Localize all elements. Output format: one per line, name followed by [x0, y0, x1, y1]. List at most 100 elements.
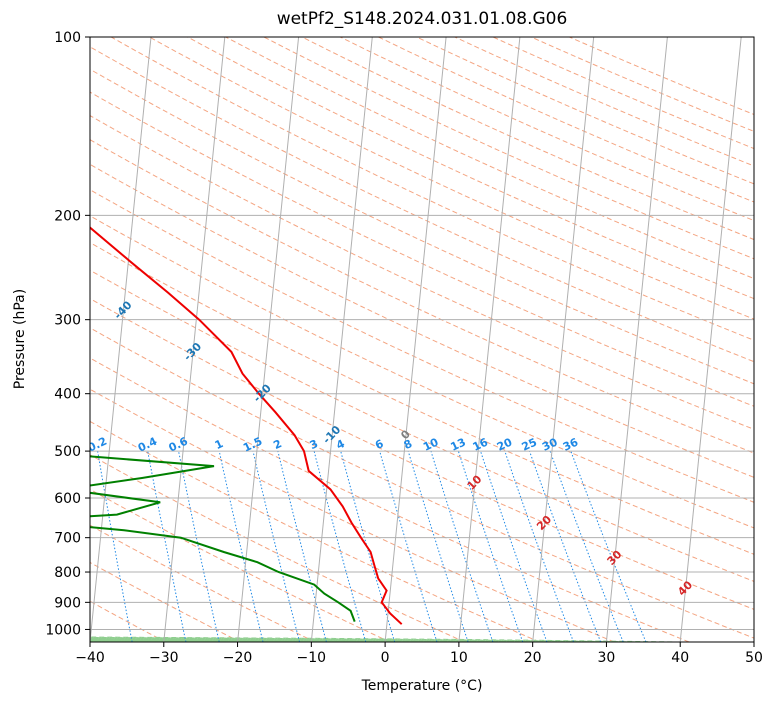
- dry-adiabat-line: [492, 37, 754, 150]
- y-tick-label: 800: [54, 565, 81, 581]
- isotherm-gridline: [679, 37, 742, 642]
- mixing-ratio-label: 1: [213, 437, 225, 452]
- mixing-ratio-line: [504, 450, 574, 642]
- mixing-ratio-line: [480, 450, 548, 642]
- mixing-ratio-line: [529, 450, 602, 642]
- y-tick-label: 200: [54, 208, 81, 224]
- dry-adiabat-line: [90, 91, 754, 407]
- y-tick-label: 400: [54, 387, 81, 403]
- mixing-ratio-line: [457, 450, 524, 642]
- mixing-ratio-label: 36: [561, 435, 581, 453]
- mixing-ratio-line: [218, 450, 264, 642]
- dry-adiabat-line: [90, 327, 754, 639]
- x-tick-label: 40: [671, 650, 689, 666]
- mixing-ratio-label: 13: [449, 436, 468, 454]
- dry-adiabat-line: [187, 37, 754, 300]
- mixing-ratio-line: [430, 450, 494, 642]
- y-tick-label: 1000: [45, 622, 81, 638]
- dry-adiabat-line: [378, 37, 754, 203]
- dry-adiabat-line: [90, 488, 391, 642]
- mixing-ratio-label: 0.6: [167, 434, 190, 454]
- dry-adiabat-line: [90, 68, 754, 385]
- dry-adiabat-line: [340, 37, 754, 222]
- isotherm-label: -20: [251, 381, 274, 405]
- x-tick-label: 30: [598, 650, 616, 666]
- chart-title: wetPf2_S148.2024.031.01.08.G06: [276, 9, 568, 29]
- isotherm-gridline: [384, 37, 447, 642]
- isotherm-label: -40: [111, 298, 134, 322]
- isotherm-label: 10: [465, 472, 485, 492]
- mixing-ratio-label: 30: [540, 435, 560, 453]
- x-tick-label: −20: [223, 650, 253, 666]
- dry-adiabat-line: [90, 357, 690, 642]
- mixing-ratio-line: [379, 450, 438, 642]
- dry-adiabat-line: [225, 37, 754, 280]
- dry-adiabat-line: [90, 561, 241, 642]
- mixing-ratio-line: [549, 450, 624, 642]
- x-tick-label: −40: [75, 650, 105, 666]
- isotherm-gridline: [90, 37, 152, 642]
- y-tick-label: 100: [54, 30, 81, 46]
- dry-adiabat-line: [90, 115, 754, 430]
- x-tick-label: 10: [450, 650, 468, 666]
- y-axis-title: Pressure (hPa): [12, 288, 28, 390]
- mixing-ratio-label: 6: [373, 437, 386, 452]
- dry-adiabat-line: [90, 242, 754, 555]
- plot-frame: [89, 36, 755, 643]
- mixing-ratio-label: 8: [402, 437, 414, 452]
- dry-adiabat-line: [90, 420, 540, 642]
- isotherm-label: 40: [675, 578, 695, 598]
- mixing-ratio-line: [147, 451, 187, 642]
- mixing-ratio-label: 0.4: [136, 434, 159, 454]
- isotherm-label: 20: [534, 513, 554, 533]
- dry-adiabat-line: [90, 46, 754, 363]
- x-tick-label: 50: [745, 650, 763, 666]
- mixing-ratio-label: 16: [471, 435, 491, 453]
- x-axis-title: Temperature (°C): [361, 678, 483, 694]
- mixing-ratio-line: [178, 450, 220, 642]
- dry-adiabat-line: [90, 139, 754, 454]
- dry-adiabat-line: [416, 37, 754, 185]
- isotherm-label: -30: [181, 340, 204, 364]
- mixing-ratio-label: 20: [495, 435, 515, 453]
- isotherm-gridline: [532, 37, 595, 642]
- isotherm-gridline: [163, 37, 226, 642]
- mixing-ratio-label: 2: [271, 437, 283, 452]
- mixing-ratio-line: [407, 450, 469, 642]
- isotherm-gridline: [310, 37, 373, 642]
- mixing-ratio-label: 10: [421, 435, 441, 453]
- isotherm-gridline: [458, 37, 521, 642]
- mixing-ratio-label: 25: [520, 436, 539, 454]
- mixing-ratio-label: 1.5: [241, 435, 264, 455]
- temperature-line: [90, 226, 403, 625]
- mixing-ratio-label: 4: [334, 437, 347, 452]
- y-tick-label: 600: [54, 491, 81, 507]
- isotherm-label: 30: [605, 548, 625, 568]
- y-tick-label: 700: [54, 531, 81, 547]
- dry-adiabat-line: [90, 388, 615, 642]
- dewpoint-line: [90, 455, 356, 622]
- moist-adiabat-line: [90, 637, 592, 642]
- y-tick-label: 900: [54, 595, 81, 611]
- dry-adiabat-line: [90, 298, 754, 610]
- isotherm-gridline: [0, 37, 3, 642]
- x-tick-label: −30: [149, 650, 179, 666]
- y-tick-label: 300: [54, 313, 81, 329]
- mixing-ratio-label: 3: [308, 437, 320, 452]
- dry-adiabat-line: [90, 189, 754, 503]
- y-tick-label: 500: [54, 444, 81, 460]
- dry-adiabat-line: [530, 37, 754, 132]
- dry-adiabat-line: [90, 454, 465, 642]
- dry-adiabat-line: [90, 269, 754, 582]
- mixing-ratio-label: 0.2: [86, 435, 109, 455]
- dry-adiabat-line: [301, 37, 754, 241]
- mixing-ratio-line: [313, 450, 367, 642]
- mixing-ratio-line: [277, 450, 327, 642]
- isotherm-label: -50: [42, 257, 65, 281]
- mixing-ratio-line: [252, 450, 301, 642]
- x-tick-label: 20: [524, 650, 542, 666]
- x-tick-label: −10: [297, 650, 327, 666]
- x-tick-label: 0: [381, 650, 390, 666]
